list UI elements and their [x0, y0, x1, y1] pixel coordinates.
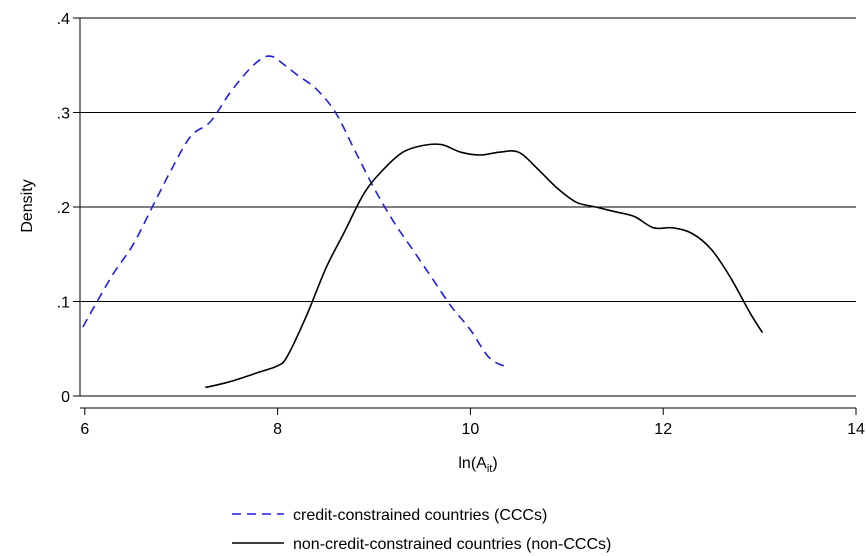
y-tick-label: .2	[57, 200, 70, 217]
series-line-ccc	[82, 55, 510, 369]
x-axis-label-close: )	[492, 455, 497, 472]
x-tick-label: 6	[80, 421, 89, 438]
series-layer	[82, 55, 764, 389]
y-tick-label: .3	[57, 106, 70, 123]
y-tick-label: .4	[57, 11, 70, 28]
x-axis-label-main: ln(A	[458, 455, 487, 472]
grid-lines	[80, 17, 856, 397]
y-axis-ticks: 0 .1 .2 .3 .4	[57, 11, 80, 406]
x-axis-ticks: 6 8 10 12 14	[80, 408, 865, 438]
legend-label-non-ccc: non-credit-constrained countries (non-CC…	[293, 536, 611, 553]
y-tick-label: 0	[61, 389, 70, 406]
y-tick-label: .1	[57, 295, 70, 312]
series-line-non-ccc	[205, 143, 764, 389]
x-tick-label: 10	[462, 421, 480, 438]
legend: credit-constrained countries (CCCs) non-…	[232, 507, 611, 553]
x-tick-label: 14	[847, 421, 865, 438]
x-tick-label: 8	[273, 421, 282, 438]
y-axis-label: Density	[19, 179, 36, 232]
x-axis-label-subscript: it	[487, 463, 493, 475]
x-tick-label: 12	[654, 421, 672, 438]
legend-label-ccc: credit-constrained countries (CCCs)	[293, 507, 547, 524]
x-axis-label: ln(Ait)	[458, 455, 497, 475]
